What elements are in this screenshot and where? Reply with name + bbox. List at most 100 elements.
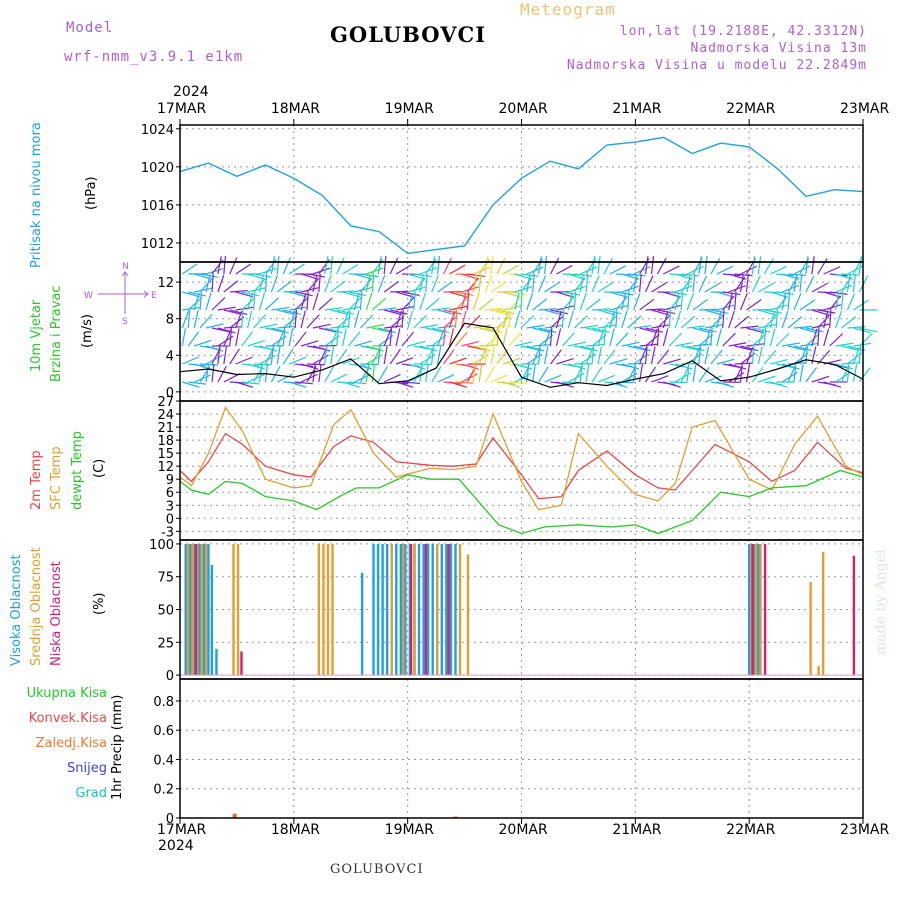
model-name: wrf-nmm_v3.9.1 e1km	[64, 49, 244, 65]
wind-barb	[739, 293, 748, 311]
wind-barb	[336, 290, 355, 293]
wind-barb	[823, 266, 841, 275]
wind-barb	[229, 328, 232, 347]
wind-barb	[383, 280, 400, 293]
cloud-mid-bar	[466, 554, 470, 676]
wind-barb	[532, 274, 535, 293]
y-tick-label: 100	[149, 538, 174, 553]
wind-barb	[478, 364, 483, 383]
wind-barb	[235, 291, 254, 298]
wind-barb	[687, 325, 706, 329]
wind-barb	[508, 381, 527, 384]
wind-barb	[621, 292, 627, 311]
wind-barb	[615, 295, 629, 311]
y-tick-label: 25	[157, 636, 174, 651]
wind-barb	[609, 358, 628, 365]
wind-barb	[496, 315, 511, 329]
y-tick-label: 1020	[141, 161, 174, 176]
wind-barb	[573, 277, 586, 293]
wind-barb	[841, 345, 860, 351]
wind-barb	[205, 345, 224, 352]
wind-barb	[526, 274, 531, 293]
wind-barb	[407, 340, 426, 347]
wind-barb	[324, 327, 343, 334]
wind-barb	[276, 256, 280, 275]
wind-barb	[704, 328, 711, 347]
wind-barb	[502, 264, 519, 275]
wind-barb	[461, 363, 479, 370]
wind-barb	[336, 328, 339, 347]
wind-barb	[437, 309, 456, 316]
wind-barb	[205, 274, 211, 293]
cloud-mid-bar	[413, 543, 416, 676]
wind-barb	[431, 275, 439, 293]
wind-barb	[443, 257, 452, 275]
wind-barb	[752, 333, 767, 347]
wind-barb	[241, 291, 260, 297]
wind-barb	[751, 275, 761, 293]
wind-barb	[858, 333, 873, 347]
wind-barb	[342, 310, 349, 329]
wind-barb	[627, 277, 639, 293]
wind-barb	[188, 291, 206, 297]
wind-barb	[241, 310, 244, 329]
wind-barb	[698, 346, 702, 365]
wind-barb	[805, 333, 820, 347]
wind-barb	[656, 328, 660, 347]
wind-barb	[490, 256, 494, 275]
wind-barb	[829, 310, 832, 329]
wind-barb	[181, 263, 198, 275]
wind-barb	[651, 309, 669, 316]
cloud-high-bar	[184, 543, 187, 676]
wind-barb	[449, 305, 468, 311]
wind-barb	[324, 256, 329, 275]
wind-barb	[585, 327, 604, 334]
wind-barb	[650, 256, 655, 275]
wind-barb	[366, 323, 385, 329]
wind-barb	[211, 327, 230, 333]
wind-barb	[817, 314, 831, 329]
wind-barb	[775, 332, 790, 347]
wind-barb	[342, 328, 347, 347]
wind-barb	[674, 310, 682, 329]
wind-barb	[247, 292, 254, 311]
wind-barb	[336, 257, 345, 275]
y-tick-label: 4	[166, 349, 174, 364]
wind-barb	[413, 277, 426, 293]
y-tick-label: 27	[157, 395, 174, 410]
wind-barb	[449, 381, 467, 388]
cloud-mid-bar	[236, 543, 240, 676]
wind-barb	[585, 364, 590, 383]
wind-barb	[567, 310, 574, 329]
wind-barb	[787, 345, 806, 351]
wind-barb	[443, 309, 462, 315]
wind-barb	[538, 327, 557, 333]
wind-barb	[817, 258, 828, 275]
wind-barb	[645, 366, 657, 383]
panel-frame	[179, 400, 864, 541]
wind-barb	[556, 291, 574, 298]
wind-barb	[514, 292, 520, 311]
wind-barb	[312, 364, 316, 383]
wind-barb	[324, 346, 328, 365]
altitude-label: Nadmorska Visina 13m	[690, 41, 867, 56]
wind-barb	[194, 287, 212, 293]
wind-barb	[390, 290, 409, 293]
wind-barb	[757, 346, 763, 365]
wind-barb	[425, 297, 440, 311]
wind-barb	[431, 256, 436, 275]
wind-barb	[775, 295, 788, 311]
wind-barb	[781, 292, 787, 311]
wind-barb	[336, 309, 355, 315]
wind-barb	[793, 364, 797, 383]
cloud-low-bar	[240, 651, 243, 676]
wind-barb	[769, 310, 776, 329]
cloud-mid-bar	[331, 543, 334, 676]
wind-barb	[330, 256, 334, 275]
wind-barb	[710, 328, 713, 347]
wind-barb	[740, 325, 759, 329]
wind-barb	[443, 290, 462, 293]
wind-barb	[846, 364, 850, 383]
wind-barb	[229, 348, 240, 365]
wind-barb	[401, 381, 421, 385]
